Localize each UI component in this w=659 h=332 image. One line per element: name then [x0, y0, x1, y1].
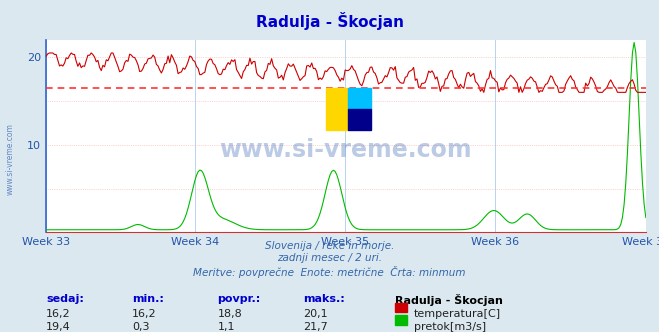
Text: sedaj:: sedaj:	[46, 294, 84, 304]
Polygon shape	[326, 88, 349, 130]
Text: min.:: min.:	[132, 294, 163, 304]
Polygon shape	[349, 88, 371, 109]
Text: 21,7: 21,7	[303, 322, 328, 332]
Text: 16,2: 16,2	[46, 309, 71, 319]
Text: maks.:: maks.:	[303, 294, 345, 304]
Text: 20,1: 20,1	[303, 309, 328, 319]
Text: Radulja - Škocjan: Radulja - Škocjan	[395, 294, 503, 306]
Text: 19,4: 19,4	[46, 322, 71, 332]
Text: 1,1: 1,1	[217, 322, 235, 332]
Text: 18,8: 18,8	[217, 309, 243, 319]
Text: www.si-vreme.com: www.si-vreme.com	[5, 124, 14, 195]
Text: 16,2: 16,2	[132, 309, 156, 319]
Text: Slovenija / reke in morje.: Slovenija / reke in morje.	[265, 241, 394, 251]
Text: Radulja - Škocjan: Radulja - Škocjan	[256, 12, 403, 30]
Text: Meritve: povprečne  Enote: metrične  Črta: minmum: Meritve: povprečne Enote: metrične Črta:…	[193, 266, 466, 278]
Text: 0,3: 0,3	[132, 322, 150, 332]
Polygon shape	[349, 109, 371, 130]
Text: temperatura[C]: temperatura[C]	[414, 309, 501, 319]
Text: povpr.:: povpr.:	[217, 294, 261, 304]
Text: pretok[m3/s]: pretok[m3/s]	[414, 322, 486, 332]
Text: www.si-vreme.com: www.si-vreme.com	[219, 137, 473, 162]
Text: zadnji mesec / 2 uri.: zadnji mesec / 2 uri.	[277, 253, 382, 263]
